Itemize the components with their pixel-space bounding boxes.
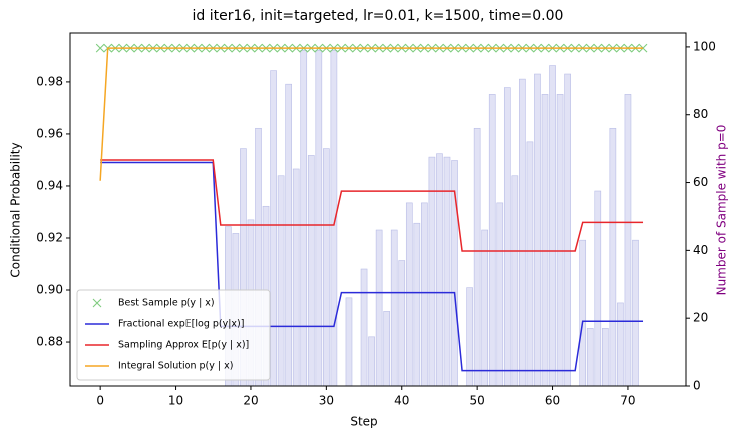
legend-label: Sampling Approx E[p(y | x)] xyxy=(118,340,249,351)
bar xyxy=(586,328,594,387)
y-tick-label: 0.98 xyxy=(36,74,63,88)
bar xyxy=(300,49,308,387)
y2-tick-label: 0 xyxy=(693,379,701,393)
bar xyxy=(345,297,353,387)
bar xyxy=(270,70,277,387)
bar xyxy=(549,65,556,387)
bar xyxy=(556,94,564,387)
x-marker xyxy=(95,43,105,53)
bar xyxy=(564,73,571,387)
bar xyxy=(277,175,285,387)
bar xyxy=(292,168,300,387)
legend-label: Best Sample p(y | x) xyxy=(118,298,215,309)
bar xyxy=(481,229,489,387)
bar xyxy=(398,260,406,387)
legend-box xyxy=(76,289,271,381)
line xyxy=(100,161,644,372)
x-tick-label: 70 xyxy=(620,394,635,408)
bar xyxy=(390,229,398,387)
legend-label: Fractional exp𝔼[log p(y|x)] xyxy=(118,319,244,330)
bar xyxy=(375,229,383,387)
bar xyxy=(526,141,534,387)
bar xyxy=(519,78,526,387)
bar xyxy=(421,202,428,387)
bar xyxy=(307,155,315,387)
y-tick-label: 0.96 xyxy=(36,126,63,140)
bar xyxy=(315,49,323,387)
bar xyxy=(624,94,632,387)
y-tick-label: 0.94 xyxy=(36,178,63,192)
legend-marker xyxy=(92,298,102,308)
y2-tick-label: 40 xyxy=(693,243,708,257)
y2-axis-label: Number of Sample with p=0 xyxy=(715,125,729,296)
y-tick-label: 0.90 xyxy=(36,283,63,297)
x-tick-label: 60 xyxy=(545,394,560,408)
line xyxy=(100,159,644,252)
bar xyxy=(436,153,443,387)
bar xyxy=(503,87,511,387)
legend: Best Sample p(y | x) Fractional exp𝔼[log … xyxy=(76,289,271,381)
x-tick-label: 20 xyxy=(243,394,258,408)
x-tick-label: 0 xyxy=(96,394,104,408)
bar xyxy=(632,239,639,387)
y2-tick-label: 80 xyxy=(693,107,708,121)
bar xyxy=(323,148,330,387)
bar xyxy=(594,190,602,387)
bar xyxy=(360,268,368,387)
y2-tick-label: 20 xyxy=(693,311,708,325)
bar xyxy=(609,127,617,387)
x-tick-label: 50 xyxy=(470,394,485,408)
bar xyxy=(541,94,549,387)
bar xyxy=(579,239,587,387)
legend-label: Integral Solution p(y | x) xyxy=(118,361,233,372)
bar xyxy=(413,222,421,387)
chart-title: id iter16, init=targeted, lr=0.01, k=150… xyxy=(193,8,564,24)
bar xyxy=(496,202,504,387)
plot-frame xyxy=(69,32,687,387)
y-tick-label: 0.88 xyxy=(36,335,63,349)
line xyxy=(99,47,644,181)
bar xyxy=(405,202,413,387)
bar xyxy=(285,83,292,387)
bar xyxy=(473,127,481,387)
y2-tick-label: 100 xyxy=(693,39,716,53)
x-tick-label: 10 xyxy=(168,394,183,408)
bar xyxy=(368,336,375,387)
bar xyxy=(488,94,496,387)
bar xyxy=(534,73,541,387)
y-tick-label: 0.92 xyxy=(36,230,63,244)
y2-tick-label: 60 xyxy=(693,175,708,189)
bar xyxy=(511,175,519,387)
bar xyxy=(602,328,609,387)
x-tick-label: 40 xyxy=(394,394,409,408)
y-axis-label: Conditional Probability xyxy=(9,142,23,277)
x-axis-label: Step xyxy=(350,415,377,429)
x-tick-label: 30 xyxy=(319,394,334,408)
bar xyxy=(383,311,390,387)
bar xyxy=(617,302,624,387)
